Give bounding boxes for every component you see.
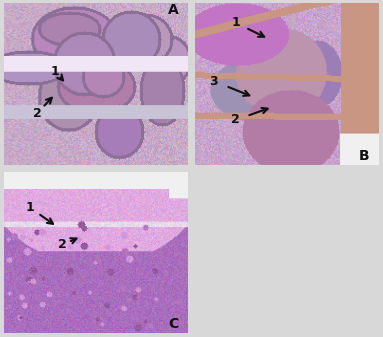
Text: 2: 2: [33, 107, 41, 120]
Text: 2: 2: [58, 238, 67, 251]
Text: C: C: [168, 317, 178, 331]
Text: 3: 3: [209, 74, 218, 88]
Text: 1: 1: [51, 65, 60, 78]
Text: B: B: [359, 149, 370, 162]
Text: 1: 1: [231, 16, 240, 29]
Text: A: A: [168, 3, 178, 17]
Text: 1: 1: [25, 201, 34, 214]
Text: 2: 2: [231, 114, 240, 126]
